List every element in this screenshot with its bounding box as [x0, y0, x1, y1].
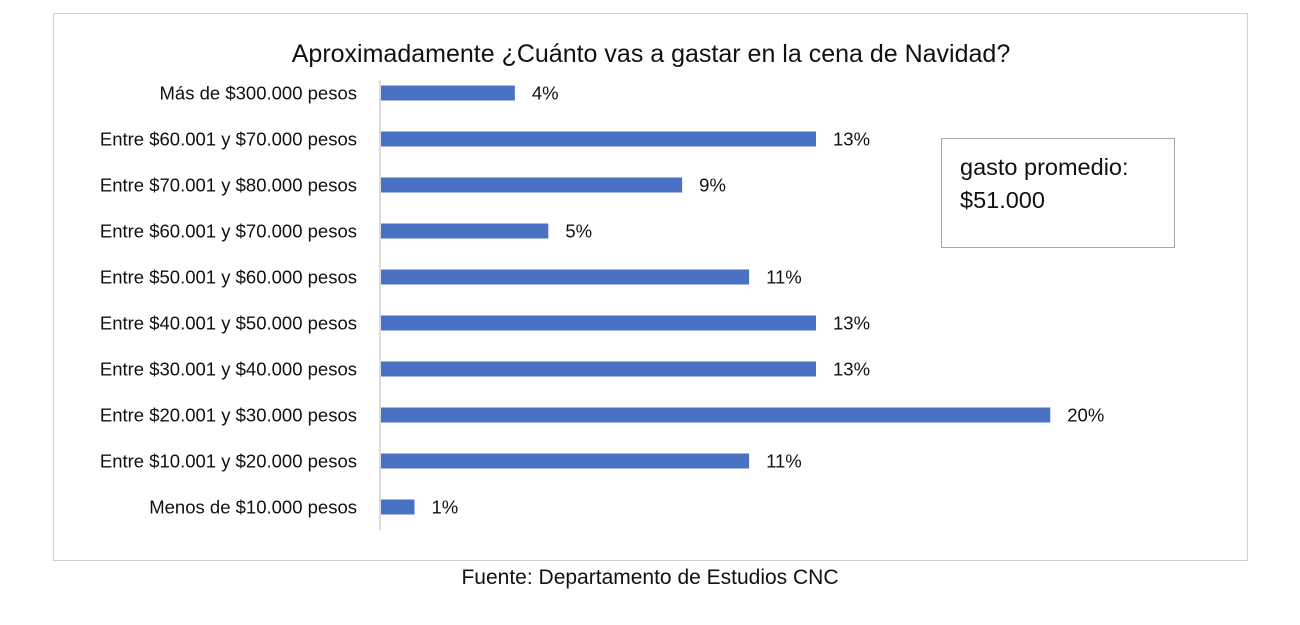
category-label: Entre $40.001 y $50.000 pesos	[100, 313, 357, 334]
data-label: 9%	[699, 175, 726, 196]
category-label: Entre $30.001 y $40.000 pesos	[100, 359, 357, 380]
category-label: Menos de $10.000 pesos	[149, 497, 357, 518]
data-label: 1%	[431, 497, 458, 518]
data-label: 13%	[833, 129, 870, 150]
bar	[381, 223, 549, 239]
category-label: Entre $70.001 y $80.000 pesos	[100, 175, 357, 196]
chart-title: Aproximadamente ¿Cuánto vas a gastar en …	[292, 40, 1010, 68]
category-label: Entre $60.001 y $70.000 pesos	[100, 129, 357, 150]
category-label: Entre $50.001 y $60.000 pesos	[100, 267, 357, 288]
source-note: Fuente: Departamento de Estudios CNC	[461, 566, 839, 589]
data-label: 13%	[833, 313, 870, 334]
data-label: 11%	[766, 267, 802, 288]
bar	[381, 269, 750, 285]
average-spend-note: gasto promedio: $51.000	[941, 138, 1175, 248]
bar	[381, 499, 415, 515]
bar	[381, 453, 750, 469]
note-line-2: $51.000	[960, 187, 1045, 213]
data-label: 11%	[766, 451, 802, 472]
chart-frame	[53, 13, 1248, 561]
bars-group: Más de $300.000 pesos 4% Entre $60.001 y $…	[100, 83, 1104, 518]
note-line-1: gasto promedio:	[960, 154, 1129, 180]
category-label: Más de $300.000 pesos	[160, 83, 357, 104]
bar	[381, 407, 1051, 423]
data-label: 13%	[833, 359, 870, 380]
bar	[381, 315, 817, 331]
bar	[381, 131, 817, 147]
category-label: Entre $20.001 y $30.000 pesos	[100, 405, 357, 426]
data-label: 20%	[1067, 405, 1104, 426]
bar	[381, 85, 515, 101]
category-label: Entre $10.001 y $20.000 pesos	[100, 451, 357, 472]
data-label: 4%	[532, 83, 559, 104]
bar	[381, 177, 683, 193]
bar	[381, 361, 817, 377]
data-label: 5%	[565, 221, 592, 242]
category-label: Entre $60.001 y $70.000 pesos	[100, 221, 357, 242]
